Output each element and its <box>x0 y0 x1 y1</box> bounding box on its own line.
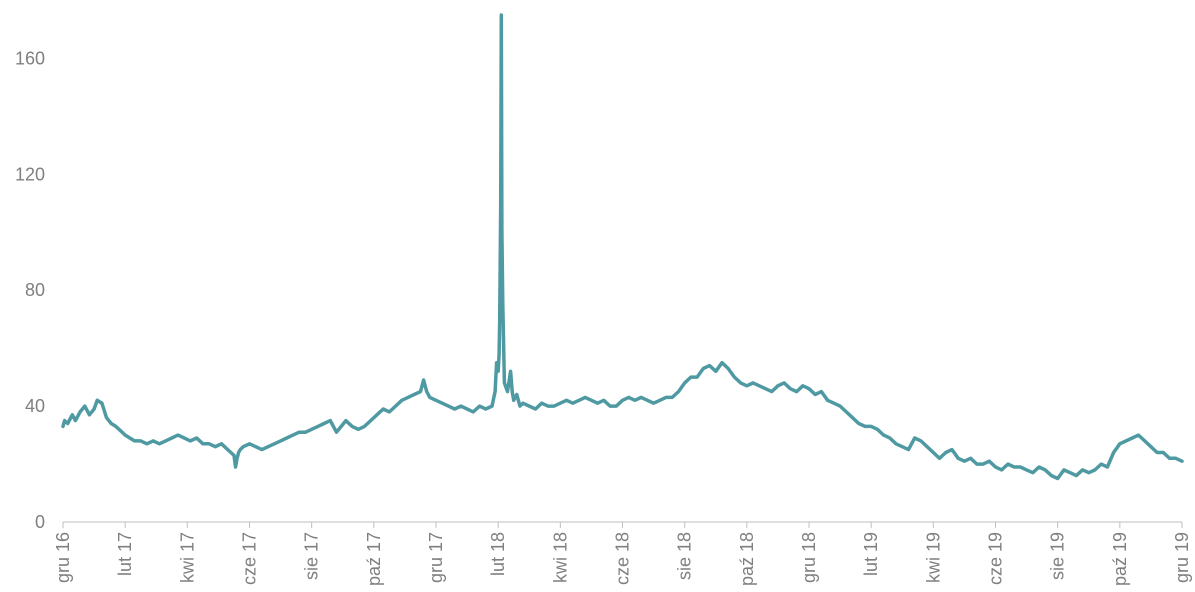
x-tick-label: sie 18 <box>675 532 695 580</box>
x-tick-label: sie 19 <box>1048 532 1068 580</box>
x-tick-label: kwi 17 <box>177 532 197 583</box>
y-tick-label: 40 <box>25 396 45 416</box>
y-tick-label: 120 <box>15 164 45 184</box>
x-tick-label: lut 19 <box>861 532 881 576</box>
x-tick-label: paź 18 <box>737 532 757 586</box>
x-tick-label: gru 18 <box>799 532 819 583</box>
x-axis-tick-marks <box>62 522 1183 528</box>
y-tick-label: 160 <box>15 48 45 68</box>
x-tick-label: kwi 18 <box>550 532 570 583</box>
x-tick-label: lut 17 <box>115 532 135 576</box>
y-tick-label: 80 <box>25 280 45 300</box>
x-tick-label: gru 16 <box>53 532 73 583</box>
series-line <box>61 13 1184 481</box>
x-tick-label: cze 19 <box>986 532 1006 585</box>
y-axis-tick-labels: 0 40 80 120 160 <box>15 48 45 532</box>
x-tick-label: gru 19 <box>1172 532 1192 583</box>
x-tick-label: sie 17 <box>302 532 322 580</box>
x-tick-label: gru 17 <box>426 532 446 583</box>
x-tick-label: cze 18 <box>613 532 633 585</box>
x-tick-label: cze 17 <box>240 532 260 585</box>
x-tick-label: paź 19 <box>1110 532 1130 586</box>
x-tick-label: kwi 19 <box>923 532 943 583</box>
x-axis-tick-labels: gru 16 lut 17 kwi 17 cze 17 sie 17 paź 17 gru … <box>53 532 1192 586</box>
y-tick-label: 0 <box>35 512 45 532</box>
x-tick-label: paź 17 <box>364 532 384 586</box>
x-tick-label: lut 18 <box>488 532 508 576</box>
